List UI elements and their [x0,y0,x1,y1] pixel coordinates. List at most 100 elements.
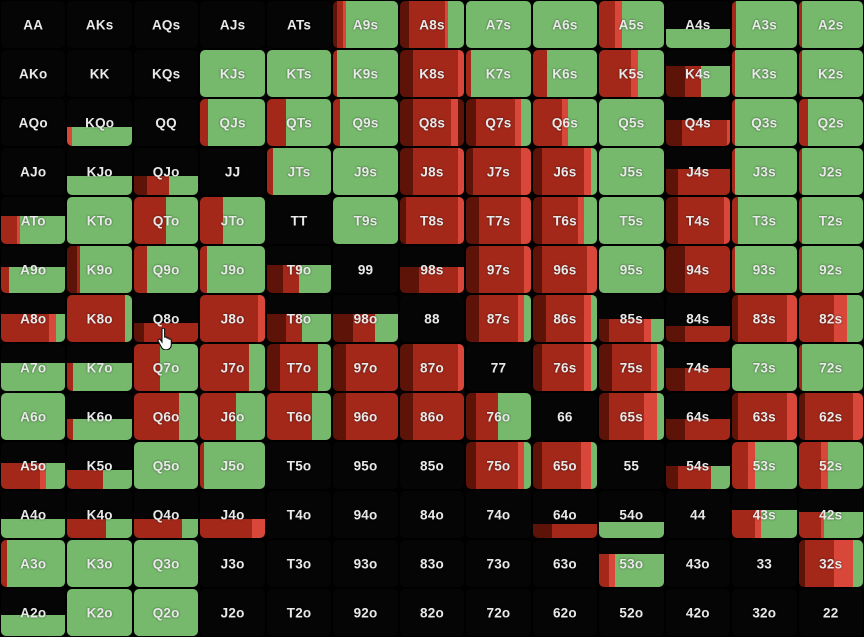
hand-cell-64o[interactable]: 64o [532,491,598,538]
hand-cell-q8s[interactable]: Q8s [399,99,465,146]
hand-cell-33[interactable]: 33 [732,540,797,587]
hand-cell-a2o[interactable]: A2o [1,589,66,636]
hand-cell-93s[interactable]: 93s [732,246,797,293]
hand-cell-k4s[interactable]: K4s [665,50,731,97]
hand-cell-j7o[interactable]: J7o [200,344,265,391]
hand-cell-ajo[interactable]: AJo [1,148,66,195]
hand-cell-72o[interactable]: 72o [466,589,531,636]
hand-cell-42s[interactable]: 42s [798,491,863,538]
hand-cell-77[interactable]: 77 [466,344,531,391]
hand-cell-t4o[interactable]: T4o [266,491,332,538]
hand-cell-qto[interactable]: QTo [133,197,199,244]
hand-cell-t4s[interactable]: T4s [665,197,731,244]
hand-cell-a8s[interactable]: A8s [399,1,465,48]
hand-cell-a7o[interactable]: A7o [1,344,66,391]
hand-cell-jto[interactable]: JTo [200,197,265,244]
hand-cell-a4o[interactable]: A4o [1,491,66,538]
hand-cell-a2s[interactable]: A2s [798,1,863,48]
hand-cell-aks[interactable]: AKs [67,1,132,48]
hand-cell-98o[interactable]: 98o [333,295,398,342]
hand-cell-83s[interactable]: 83s [732,295,797,342]
hand-cell-q6s[interactable]: Q6s [532,99,598,146]
hand-cell-t5s[interactable]: T5s [599,197,664,244]
hand-cell-q2s[interactable]: Q2s [798,99,863,146]
hand-cell-kts[interactable]: KTs [266,50,332,97]
hand-cell-95o[interactable]: 95o [333,442,398,489]
hand-cell-ato[interactable]: ATo [1,197,66,244]
hand-cell-kjo[interactable]: KJo [67,148,132,195]
hand-cell-k9s[interactable]: K9s [333,50,398,97]
hand-cell-j6s[interactable]: J6s [532,148,598,195]
hand-cell-32o[interactable]: 32o [732,589,797,636]
hand-cell-j9o[interactable]: J9o [200,246,265,293]
hand-cell-q5o[interactable]: Q5o [133,442,199,489]
hand-cell-jj[interactable]: JJ [200,148,265,195]
hand-cell-kjs[interactable]: KJs [200,50,265,97]
hand-cell-a9o[interactable]: A9o [1,246,66,293]
hand-cell-j6o[interactable]: J6o [200,393,265,440]
hand-cell-j2o[interactable]: J2o [200,589,265,636]
hand-cell-87s[interactable]: 87s [466,295,531,342]
hand-cell-t9s[interactable]: T9s [333,197,398,244]
hand-cell-73o[interactable]: 73o [466,540,531,587]
hand-cell-42o[interactable]: 42o [665,589,731,636]
hand-cell-q3s[interactable]: Q3s [732,99,797,146]
hand-cell-aqo[interactable]: AQo [1,99,66,146]
hand-cell-k4o[interactable]: K4o [67,491,132,538]
hand-cell-aqs[interactable]: AQs [133,1,199,48]
hand-cell-85s[interactable]: 85s [599,295,664,342]
hand-cell-t3s[interactable]: T3s [732,197,797,244]
hand-cell-63o[interactable]: 63o [532,540,598,587]
hand-cell-76s[interactable]: 76s [532,344,598,391]
hand-cell-43s[interactable]: 43s [732,491,797,538]
hand-cell-j8s[interactable]: J8s [399,148,465,195]
hand-cell-q5s[interactable]: Q5s [599,99,664,146]
hand-cell-k7o[interactable]: K7o [67,344,132,391]
hand-cell-j5s[interactable]: J5s [599,148,664,195]
hand-cell-84s[interactable]: 84s [665,295,731,342]
hand-cell-q7o[interactable]: Q7o [133,344,199,391]
hand-cell-97o[interactable]: 97o [333,344,398,391]
hand-cell-t5o[interactable]: T5o [266,442,332,489]
hand-cell-t8o[interactable]: T8o [266,295,332,342]
hand-cell-kqs[interactable]: KQs [133,50,199,97]
hand-cell-a8o[interactable]: A8o [1,295,66,342]
hand-cell-54o[interactable]: 54o [599,491,664,538]
hand-cell-t8s[interactable]: T8s [399,197,465,244]
hand-cell-qjo[interactable]: QJo [133,148,199,195]
hand-cell-t7s[interactable]: T7s [466,197,531,244]
hand-cell-k2s[interactable]: K2s [798,50,863,97]
hand-cell-92s[interactable]: 92s [798,246,863,293]
hand-cell-ako[interactable]: AKo [1,50,66,97]
hand-cell-a9s[interactable]: A9s [333,1,398,48]
hand-cell-j8o[interactable]: J8o [200,295,265,342]
hand-cell-94s[interactable]: 94s [665,246,731,293]
hand-cell-j3s[interactable]: J3s [732,148,797,195]
hand-cell-jts[interactable]: JTs [266,148,332,195]
hand-cell-j4o[interactable]: J4o [200,491,265,538]
hand-cell-t2s[interactable]: T2s [798,197,863,244]
hand-cell-97s[interactable]: 97s [466,246,531,293]
hand-cell-a6s[interactable]: A6s [532,1,598,48]
hand-cell-k2o[interactable]: K2o [67,589,132,636]
hand-cell-t6o[interactable]: T6o [266,393,332,440]
hand-cell-q9o[interactable]: Q9o [133,246,199,293]
hand-cell-62o[interactable]: 62o [532,589,598,636]
hand-cell-52o[interactable]: 52o [599,589,664,636]
hand-cell-55[interactable]: 55 [599,442,664,489]
hand-cell-94o[interactable]: 94o [333,491,398,538]
hand-cell-a5s[interactable]: A5s [599,1,664,48]
hand-cell-64s[interactable]: 64s [665,393,731,440]
hand-cell-75o[interactable]: 75o [466,442,531,489]
hand-cell-72s[interactable]: 72s [798,344,863,391]
hand-cell-t6s[interactable]: T6s [532,197,598,244]
hand-cell-k3s[interactable]: K3s [732,50,797,97]
hand-cell-93o[interactable]: 93o [333,540,398,587]
hand-cell-t9o[interactable]: T9o [266,246,332,293]
hand-cell-j3o[interactable]: J3o [200,540,265,587]
hand-cell-q2o[interactable]: Q2o [133,589,199,636]
hand-cell-t7o[interactable]: T7o [266,344,332,391]
hand-cell-99[interactable]: 99 [333,246,398,293]
hand-cell-ajs[interactable]: AJs [200,1,265,48]
hand-cell-74o[interactable]: 74o [466,491,531,538]
